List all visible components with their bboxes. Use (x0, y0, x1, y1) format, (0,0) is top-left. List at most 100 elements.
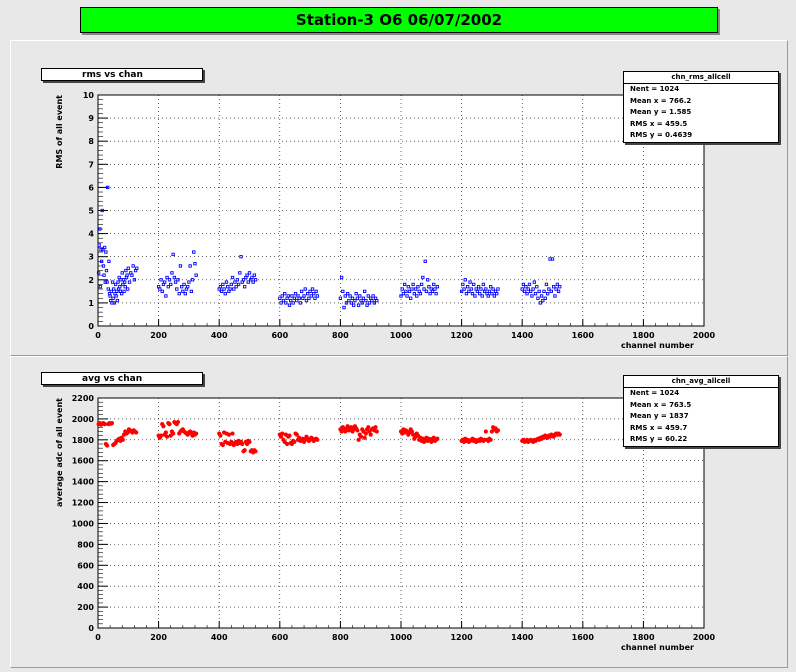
avg-vs-chan-chart: 0 200 400 600 800 1000 1200 1400 1600 1800 2000 0 20… (55, 394, 716, 652)
rms-data-point (365, 303, 369, 307)
rms-data-point (556, 289, 561, 293)
avg-x-tick-label: 1400 (511, 633, 534, 642)
avg-data-point (164, 434, 170, 439)
avg-x-tick-label: 600 (271, 633, 288, 642)
rms-data-point (480, 294, 484, 298)
rms-data-point (434, 292, 438, 296)
rms-data-point (123, 280, 127, 284)
rms-data-point (99, 248, 103, 252)
rms-data-point (428, 292, 432, 296)
rms-data-point (104, 250, 108, 254)
rms-data-point (435, 285, 440, 289)
rms-data-point (307, 296, 311, 300)
rms-data-point (279, 301, 283, 305)
avg-data-point (287, 433, 292, 438)
rms-data-point (158, 287, 162, 291)
rms-data-point (522, 289, 527, 293)
rms-data-point (315, 294, 320, 298)
rms-data-point (119, 292, 124, 296)
rms-data-point (487, 289, 492, 293)
avg-data-point (358, 434, 364, 439)
avg-data-point (240, 441, 245, 447)
rms-data-point (490, 292, 494, 296)
rms-data-point (293, 292, 298, 296)
rms-data-point (172, 275, 177, 280)
rms-data-point (341, 289, 345, 293)
rms-data-point (103, 245, 107, 250)
rms-data-point (495, 292, 499, 296)
rms-data-point (366, 294, 370, 298)
rms-data-point (182, 282, 186, 287)
rms-data-point (432, 282, 436, 287)
avg-data-point (483, 429, 488, 434)
rms-data-point (525, 292, 529, 296)
rms-data-point (371, 294, 375, 298)
rms-data-point (243, 285, 247, 289)
rms-data-point (468, 280, 472, 284)
rms-data-point (251, 280, 255, 284)
rms-data-point (426, 278, 430, 282)
rms-y-tick-label: 6 (88, 183, 94, 192)
rms-data-point (553, 294, 557, 298)
rms-data-point (169, 282, 173, 287)
rms-data-point (537, 289, 541, 293)
rms-stats-box: chn_rms_allcell Nent = 1024 Mean x = 766… (623, 71, 779, 143)
rms-data-point (496, 287, 500, 291)
rms-data-point (286, 294, 290, 298)
rms-data-point (302, 294, 306, 298)
rms-plot-title: rms vs chan (41, 68, 203, 81)
rms-data-point (544, 282, 549, 287)
avg-stats-row: Nent = 1024 (630, 389, 680, 397)
rms-data-point (308, 289, 312, 293)
rms-data-point (310, 287, 315, 291)
rms-data-point (476, 285, 481, 289)
rms-data-point (356, 303, 361, 307)
rms-data-point (546, 292, 550, 296)
rms-x-tick-label: 400 (211, 331, 228, 340)
avg-y-tick-label: 600 (77, 561, 94, 570)
rms-data-point (550, 257, 555, 261)
rms-stats-row: Mean y = 1.585 (630, 108, 692, 116)
rms-y-tick-label: 8 (88, 137, 94, 146)
rms-y-tick-label: 0 (88, 322, 94, 331)
avg-data-point (339, 429, 344, 434)
rms-data-point (346, 292, 350, 296)
rms-data-point (250, 275, 254, 280)
rms-data-point (132, 278, 137, 282)
rms-data-point (297, 296, 301, 300)
rms-data-point (342, 305, 346, 310)
rms-data-point (478, 292, 482, 296)
avg-data-point (218, 433, 223, 438)
avg-data-point (292, 439, 297, 445)
rms-data-point (407, 289, 412, 293)
avg-x-axis-label: channel number (621, 643, 694, 652)
avg-x-tick-label: 1000 (390, 633, 413, 642)
rms-y-axis-label: RMS of all event (55, 95, 64, 169)
rms-data-point (289, 298, 293, 303)
rms-data-point (479, 287, 483, 291)
avg-data-point (280, 431, 285, 436)
rms-data-point (245, 273, 249, 277)
rms-x-tick-label: 600 (271, 331, 288, 340)
rms-x-tick-label: 1600 (572, 331, 595, 340)
rms-data-point (415, 294, 419, 298)
rms-data-point (461, 282, 465, 287)
rms-data-point (97, 243, 101, 247)
rms-data-point (135, 266, 139, 270)
rms-data-point (112, 301, 117, 305)
rms-x-tick-label: 1200 (450, 331, 473, 340)
rms-data-point (469, 287, 473, 291)
avg-x-tick-label: 200 (150, 633, 167, 642)
rms-data-point (404, 289, 408, 293)
rms-data-point (295, 298, 299, 303)
rms-data-point (422, 287, 426, 291)
rms-data-point (167, 278, 172, 282)
rms-x-tick-label: 2000 (693, 331, 716, 340)
rms-data-point (188, 264, 192, 268)
rms-data-point (375, 298, 379, 303)
avg-data-point (373, 425, 378, 430)
rms-data-point (406, 285, 410, 289)
rms-x-tick-label: 1000 (390, 331, 413, 340)
rms-data-point (189, 289, 193, 293)
